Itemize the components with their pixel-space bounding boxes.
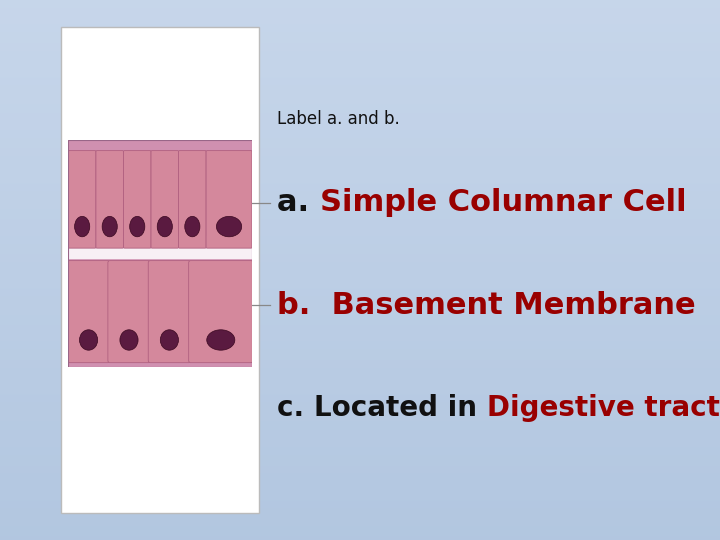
FancyBboxPatch shape (179, 151, 206, 248)
Ellipse shape (157, 217, 172, 237)
Ellipse shape (130, 217, 145, 237)
Ellipse shape (75, 217, 90, 237)
Bar (68, 140, 252, 249)
Ellipse shape (217, 217, 242, 237)
Ellipse shape (102, 217, 117, 237)
Text: Digestive tract & Uterus: Digestive tract & Uterus (487, 394, 720, 422)
Text: c.: c. (277, 394, 314, 422)
Bar (61, 27, 259, 513)
Ellipse shape (207, 330, 235, 350)
Text: Label a. and b.: Label a. and b. (277, 110, 400, 128)
FancyBboxPatch shape (189, 261, 253, 363)
FancyBboxPatch shape (68, 151, 96, 248)
Ellipse shape (120, 330, 138, 350)
FancyBboxPatch shape (151, 151, 179, 248)
Text: Located in: Located in (314, 394, 487, 422)
Bar (68, 254, 252, 367)
FancyBboxPatch shape (206, 151, 252, 248)
FancyBboxPatch shape (124, 151, 151, 248)
FancyBboxPatch shape (96, 151, 124, 248)
Text: Simple Columnar Cell: Simple Columnar Cell (320, 188, 687, 217)
Bar (68, 235, 252, 258)
Ellipse shape (79, 330, 98, 350)
FancyBboxPatch shape (148, 261, 191, 363)
FancyBboxPatch shape (108, 261, 150, 363)
Text: b.  Basement Membrane: b. Basement Membrane (277, 291, 696, 320)
Ellipse shape (185, 217, 200, 237)
FancyBboxPatch shape (68, 261, 109, 363)
Ellipse shape (161, 330, 179, 350)
Text: a.: a. (277, 188, 320, 217)
